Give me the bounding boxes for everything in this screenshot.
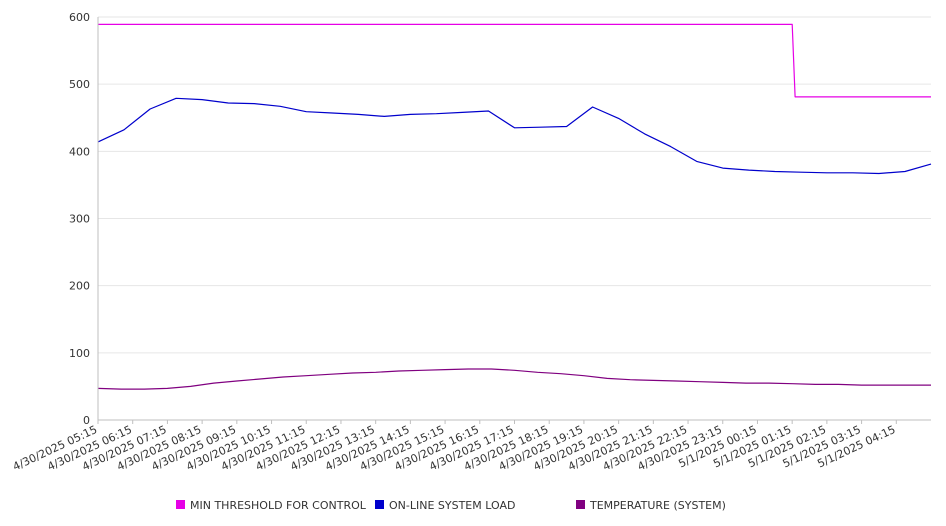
series-lines: [97, 23, 932, 390]
grid-lines: [98, 16, 931, 354]
legend-label: ON-LINE SYSTEM LOAD: [389, 499, 515, 512]
y-tick-label: 200: [69, 280, 90, 293]
y-axis-ticks: 0 100 200 300 400 500 600: [69, 11, 90, 427]
x-axis-ticks: 4/30/2025 05:154/30/2025 06:154/30/2025 …: [11, 420, 898, 473]
y-tick-label: 500: [69, 78, 90, 91]
y-tick-label: 100: [69, 347, 90, 360]
y-tick-label: 0: [83, 414, 90, 427]
legend-swatch: [576, 500, 585, 509]
legend: MIN THRESHOLD FOR CONTROL ON-LINE SYSTEM …: [176, 499, 726, 512]
series-line-1: [98, 23, 931, 98]
y-tick-label: 400: [69, 145, 90, 158]
legend-label: TEMPERATURE (SYSTEM): [589, 499, 726, 512]
legend-swatch: [375, 500, 384, 509]
legend-swatch: [176, 500, 185, 509]
series-line-3: [97, 368, 931, 390]
series-line-2: [97, 97, 932, 175]
y-tick-label: 300: [69, 213, 90, 226]
legend-label: MIN THRESHOLD FOR CONTROL: [190, 499, 367, 512]
y-tick-label: 600: [69, 11, 90, 24]
